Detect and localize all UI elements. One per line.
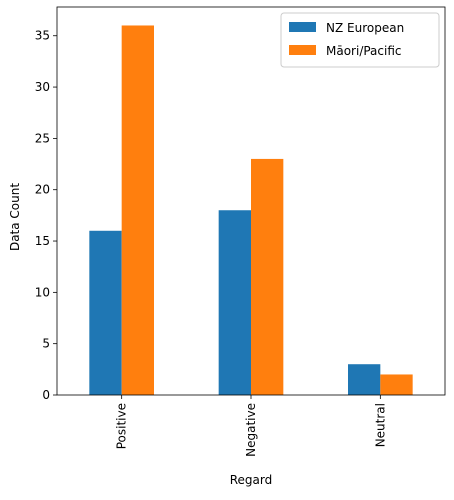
x-axis-label: Regard [230,473,273,487]
axes: Positive Negative Neutral 0 5 10 15 20 25 30 35 [35,6,446,457]
plot-area [89,25,413,395]
x-tick-label: Neutral [373,403,387,447]
bar-m-ori-pacific-neutral [380,374,413,395]
x-tick-label: Positive [115,403,129,449]
legend-label: NZ European [326,21,404,35]
bar-nz-european-negative [218,210,251,395]
bar-m-ori-pacific-positive [121,25,154,395]
legend-swatch [289,22,316,32]
y-tick-label: 15 [35,234,50,248]
x-tick-label: Negative [244,403,258,457]
bar-m-ori-pacific-negative [251,158,284,395]
legend-label: Māori/Pacific [326,44,402,58]
legend-swatch [289,45,316,55]
y-tick-label: 35 [35,29,50,43]
bar-nz-european-neutral [348,364,381,395]
y-tick-label: 30 [35,80,50,94]
y-tick-label: 5 [42,337,50,351]
y-axis-label: Data Count [8,183,22,251]
legend-box [280,12,440,68]
legend: NZ European Māori/Pacific [280,12,440,68]
y-tick-label: 25 [35,131,50,145]
y-tick-label: 10 [35,285,50,299]
bar-nz-european-positive [89,230,122,395]
axes-frame [56,6,446,396]
y-tick-label: 0 [42,388,50,402]
y-tick-label: 20 [35,183,50,197]
